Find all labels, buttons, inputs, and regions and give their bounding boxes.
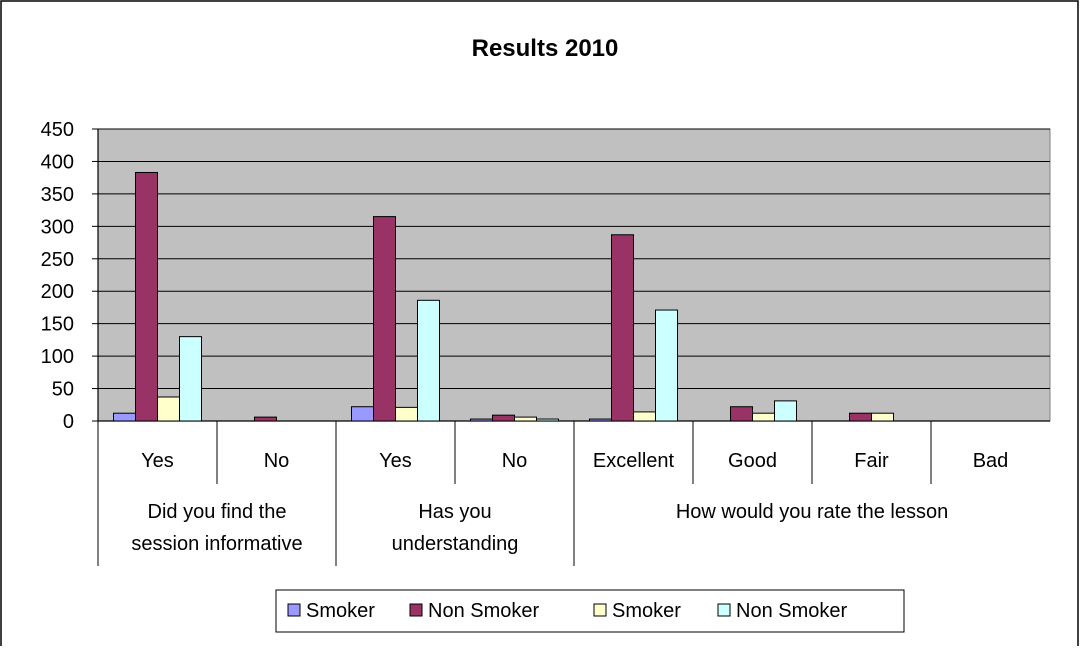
bar <box>417 299 440 422</box>
bar <box>395 406 418 422</box>
bar <box>611 234 634 422</box>
bar <box>113 412 136 422</box>
x-category-label: Yes <box>141 450 174 472</box>
bar <box>373 216 396 422</box>
legend-swatch <box>409 603 423 617</box>
x-category-label: Bad <box>973 450 1009 472</box>
bar <box>470 418 493 422</box>
legend-label: Non Smoker <box>428 600 539 622</box>
plot-area: 0 50 100 150 200 250 300 350 400 450 Yes No Yes No Exc… <box>41 119 1051 633</box>
x-group-label: Has you <box>418 501 491 523</box>
bar <box>254 416 277 422</box>
y-tick-label: 250 <box>41 249 74 271</box>
x-group-label: understanding <box>392 533 519 555</box>
y-tick-label: 350 <box>41 184 74 206</box>
x-group-label: session informative <box>131 533 302 555</box>
y-tick-label: 100 <box>41 346 74 368</box>
legend-label: Non Smoker <box>736 600 847 622</box>
y-tick-label: 150 <box>41 314 74 336</box>
bar <box>730 406 753 422</box>
legend-box <box>275 589 905 633</box>
x-group-label: How would you rate the lesson <box>676 501 948 523</box>
y-tick-label: 50 <box>52 379 74 401</box>
legend-swatch <box>593 603 607 617</box>
bar <box>871 412 894 422</box>
legend-swatch <box>287 603 301 617</box>
legend-swatch <box>717 603 731 617</box>
bar <box>536 418 559 422</box>
x-category-label: No <box>502 450 528 472</box>
legend-label: Smoker <box>612 600 681 622</box>
legend-label: Smoker <box>306 600 375 622</box>
bar <box>157 396 180 422</box>
y-tick-label: 200 <box>41 281 74 303</box>
x-category-label: Fair <box>854 450 889 472</box>
x-group-label: Did you find the <box>148 501 287 523</box>
x-category-label: Yes <box>379 450 412 472</box>
bar <box>752 412 775 422</box>
bar <box>514 416 537 422</box>
bar <box>589 418 612 422</box>
chart-title: Results 2010 <box>472 35 619 62</box>
bar <box>179 336 202 422</box>
bar <box>774 400 797 422</box>
y-tick-label: 400 <box>41 151 74 173</box>
bar <box>351 406 374 422</box>
y-tick-label: 300 <box>41 216 74 238</box>
plot-background <box>97 128 1051 422</box>
x-category-label: Excellent <box>593 450 675 472</box>
bar <box>633 411 656 422</box>
bar <box>655 309 678 422</box>
bar <box>492 414 515 422</box>
bar <box>135 171 158 422</box>
x-category-label: No <box>264 450 290 472</box>
y-tick-label: 450 <box>41 119 74 141</box>
y-tick-label: 0 <box>63 411 74 433</box>
bar <box>849 412 872 422</box>
x-category-label: Good <box>728 450 777 472</box>
